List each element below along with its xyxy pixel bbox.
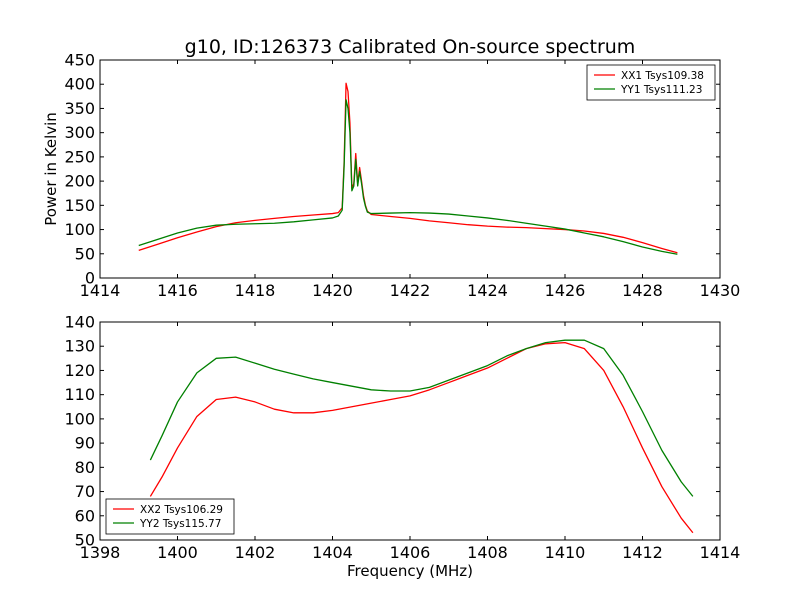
top-chart-ytick-label: 300 — [64, 123, 95, 142]
bottom-chart-ytick-label: 100 — [64, 409, 95, 428]
bottom-chart-xtick-label: 1410 — [545, 543, 586, 562]
plots-layer: 1414 1416 1418 1420 1422 1424 1426 1428 14300501… — [64, 51, 740, 563]
bottom-chart-ytick-label: 80 — [75, 458, 95, 477]
bottom-chart-legend-box — [105, 498, 235, 535]
bottom-chart-series-2-line — [149, 339, 694, 497]
top-chart-legend-box — [586, 64, 716, 101]
top-chart-ytick-label: 450 — [64, 51, 95, 70]
bottom-chart-xtick-label: 1412 — [622, 543, 663, 562]
bottom-chart-ytick-label: 110 — [64, 385, 95, 404]
top-chart-xtick-label: 1414 — [80, 281, 121, 300]
top-chart-xtick-label: 1424 — [467, 281, 508, 300]
top-chart-ytick-label: 400 — [64, 75, 95, 94]
top-chart-ytick-label: 350 — [64, 99, 95, 118]
top-chart-legend-label-2: YY1 Tsys111.23 — [620, 84, 702, 96]
top-chart-xtick-label: 1430 — [700, 281, 741, 300]
bottom-chart-xtick-label: 1400 — [157, 543, 198, 562]
top-chart-ytick-label: 250 — [64, 147, 95, 166]
bottom-chart-xtick-label: 1398 — [80, 543, 121, 562]
bottom-chart-ytick-label: 60 — [75, 506, 95, 525]
bottom-chart-series-1-line — [149, 341, 694, 534]
bottom-chart-xtick-label: 1402 — [235, 543, 276, 562]
bottom-chart-xlabel: Frequency (MHz) — [347, 562, 473, 580]
top-chart-xtick-label: 1420 — [312, 281, 353, 300]
bottom-chart-ytick-label: 130 — [64, 337, 95, 356]
bottom-chart-legend: XX2 Tsys106.29 YY2 Tsys115.77 — [105, 498, 235, 535]
bottom-chart-ytick-label: 140 — [64, 313, 95, 332]
top-chart-ytick-label: 0 — [85, 269, 95, 288]
bottom-chart-xtick-label: 1406 — [390, 543, 431, 562]
top-chart-title: g10, ID:126373 Calibrated On-source spec… — [185, 36, 636, 58]
top-chart-xtick-label: 1422 — [390, 281, 431, 300]
bottom-chart-legend-label-1: XX2 Tsys106.29 — [140, 504, 223, 516]
bottom-chart-ytick-label: 120 — [64, 361, 95, 380]
bottom-chart: 1398 1400 1402 1404 1406 1408 1410 1412 1414 50 60… — [64, 313, 740, 563]
bottom-chart-ytick-label: 70 — [75, 482, 95, 501]
top-chart-xtick-label: 1428 — [622, 281, 663, 300]
top-chart: 1414 1416 1418 1420 1422 1424 1426 1428 1430 0 50 1… — [64, 51, 740, 301]
bottom-chart-legend-label-2: YY2 Tsys115.77 — [139, 518, 221, 530]
bottom-chart-xtick-label: 1414 — [700, 543, 741, 562]
top-chart-legend: XX1 Tsys109.38 YY1 Tsys111.23 — [586, 64, 716, 101]
bottom-chart-xtick-label: 1408 — [467, 543, 508, 562]
bottom-chart-ytick-label: 90 — [75, 434, 95, 453]
top-chart-xtick-label: 1426 — [545, 281, 586, 300]
top-chart-ytick-label: 150 — [64, 196, 95, 215]
top-chart-ytick-label: 100 — [64, 220, 95, 239]
bottom-chart-ytick-label: 50 — [75, 531, 95, 550]
bottom-chart-xtick-label: 1404 — [312, 543, 353, 562]
top-chart-xtick-label: 1416 — [157, 281, 198, 300]
top-chart-series-2-line — [138, 99, 678, 255]
top-chart-xtick-label: 1418 — [235, 281, 276, 300]
top-chart-series-1-line — [138, 82, 678, 254]
top-chart-ytick-label: 50 — [75, 244, 95, 263]
top-chart-ylabel: Power in Kelvin — [42, 112, 60, 226]
top-chart-ytick-label: 200 — [64, 172, 95, 191]
top-chart-legend-label-1: XX1 Tsys109.38 — [621, 70, 704, 82]
